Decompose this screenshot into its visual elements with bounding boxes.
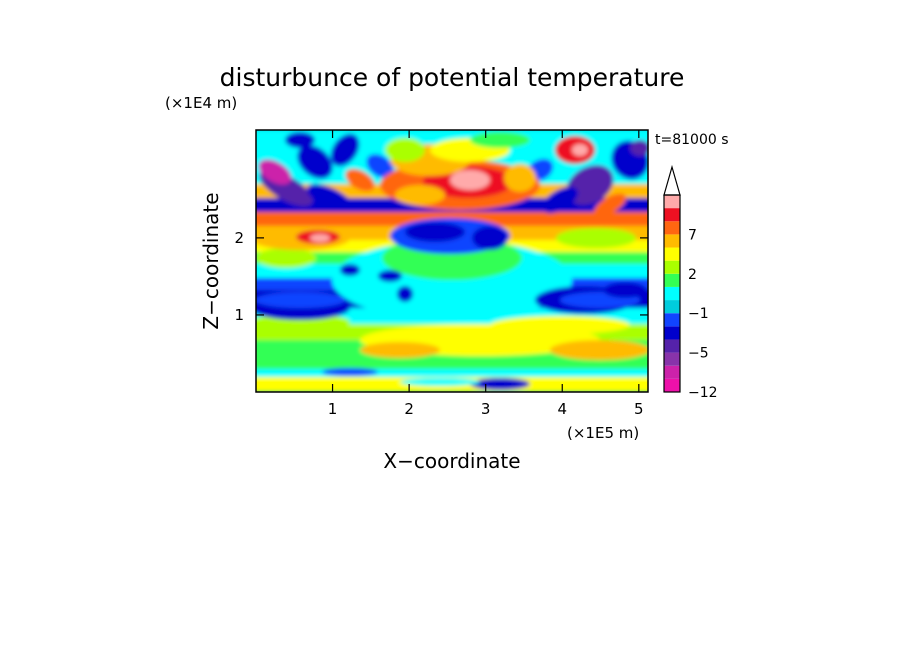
contour-cell — [630, 140, 648, 156]
contour-cell — [297, 145, 333, 179]
y-tick-label: 1 — [234, 306, 244, 324]
contour-cell — [450, 170, 490, 190]
contour-cell — [330, 133, 360, 167]
contour-cell — [366, 154, 394, 178]
colorbar-swatch — [664, 195, 680, 209]
contour-cell — [360, 342, 440, 358]
contour-cell — [470, 132, 530, 148]
contour-cell — [345, 168, 375, 192]
colorbar-tick-label: −1 — [688, 306, 709, 322]
contour-cell — [593, 193, 627, 217]
contour-band — [256, 368, 648, 377]
y-tick-label: 2 — [234, 229, 244, 247]
contour-cell — [603, 282, 647, 298]
x-tick-label: 3 — [481, 400, 491, 418]
contour-cell — [400, 378, 480, 386]
colorbar-swatch — [664, 234, 680, 248]
contour-cell — [550, 340, 648, 360]
contour-cell — [322, 368, 378, 376]
chart-title: disturbunce of potential temperature — [220, 63, 685, 92]
contour-cell — [405, 222, 465, 242]
contour-cell — [256, 292, 345, 308]
colorbar-swatch — [664, 260, 680, 274]
contour-cell — [572, 144, 588, 156]
colorbar-swatch — [664, 326, 680, 340]
contour-cell — [504, 164, 536, 192]
plot-frame — [255, 129, 649, 393]
colorbar-tick-label: −12 — [688, 385, 718, 401]
y-axis: 12 — [234, 229, 648, 324]
colorbar-swatch — [664, 247, 680, 261]
contour-cell — [490, 316, 630, 334]
colorbar-swatch — [664, 221, 680, 235]
contour-band — [256, 210, 648, 226]
colorbar-swatch — [664, 208, 680, 222]
x-unit-label: (×1E5 m) — [567, 424, 639, 442]
colorbar-swatch — [664, 273, 680, 287]
contour-cell — [397, 286, 413, 302]
contour-cell — [385, 138, 425, 162]
contour-field — [256, 130, 648, 392]
contour-cell — [556, 228, 636, 248]
colorbar-swatch — [664, 313, 680, 327]
colorbar-swatch — [664, 300, 680, 314]
contour-cell — [258, 159, 292, 185]
x-axis-title: X−coordinate — [383, 449, 520, 473]
colorbar-tick-label: −5 — [688, 346, 709, 362]
x-tick-label: 2 — [404, 400, 414, 418]
contour-cell — [566, 165, 614, 205]
contour-band — [256, 360, 648, 369]
contour-cell — [472, 226, 508, 250]
x-tick-label: 5 — [634, 400, 644, 418]
y-unit-label: (×1E4 m) — [165, 94, 237, 112]
x-tick-label: 4 — [557, 400, 567, 418]
colorbar-swatch — [664, 286, 680, 301]
contour-cell — [256, 248, 316, 268]
colorbar-swatch — [664, 365, 680, 379]
contour-cell — [340, 264, 360, 276]
colorbar-tick-label: 2 — [688, 267, 697, 283]
colorbar-frame — [663, 194, 681, 393]
contour-cell — [310, 234, 330, 242]
colorbar-tick-label: 7 — [688, 227, 697, 243]
y-axis-title: Z−coordinate — [199, 192, 223, 329]
contour-cell — [285, 132, 315, 148]
contour-cell — [541, 186, 579, 214]
colorbar-extend-arrow — [663, 164, 681, 196]
colorbar-swatch — [664, 339, 680, 353]
colorbar-swatch — [664, 378, 680, 392]
colorbar: 7 2 −1 −5 −12 — [663, 164, 718, 401]
contour-cell — [378, 270, 402, 282]
x-axis: 1 2 3 4 5 — [328, 130, 644, 418]
x-tick-label: 1 — [328, 400, 338, 418]
colorbar-swatch — [664, 352, 680, 366]
time-label: t=81000 s — [655, 132, 729, 148]
contour-cell — [306, 184, 354, 212]
contour-cell — [470, 378, 530, 390]
contour-cell — [395, 185, 445, 205]
